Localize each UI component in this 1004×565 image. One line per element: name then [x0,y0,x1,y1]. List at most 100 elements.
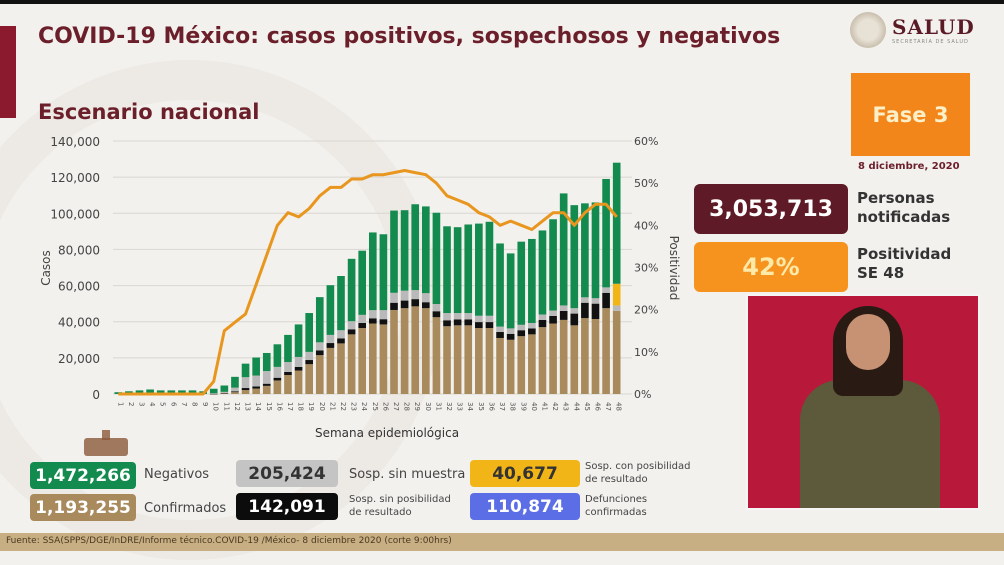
y2-tick-label: 40% [634,219,658,232]
bar-segment [209,393,218,395]
bar-segment [209,388,218,394]
x-tick-label: 45 [583,402,591,411]
bar-segment [294,370,303,394]
bar-segment [475,315,483,323]
legend-value-box: 1,193,255 [30,494,136,521]
bar-segment [400,290,409,301]
bar-segment [390,309,398,394]
x-tick-label: 7 [180,402,188,406]
bar-segment [220,393,229,394]
bar-segment [220,385,229,392]
legend-value-box: 1,472,266 [30,462,136,489]
bar-segment [559,305,568,311]
bar-segment [294,324,303,357]
bar-segment [315,355,324,394]
bar-segment [411,290,420,300]
x-tick-label: 46 [593,402,601,411]
bar-segment [315,342,324,351]
bar-segment [517,324,526,331]
bar-segment [453,319,462,326]
bar-segment [485,221,494,316]
legend-label: Sosp. sin muestra [349,467,466,482]
bar-segment [379,234,388,311]
interpreter-body [800,380,940,508]
notified-count: 3,053,713 [694,184,848,234]
bar-segment [422,302,430,309]
bar-segment [379,324,388,394]
x-tick-label: 42 [551,402,559,411]
y-tick-label: 0 [92,388,100,402]
y2-tick-label: 0% [634,388,651,401]
bar-segment [612,310,621,394]
bar-segment [305,360,313,365]
x-tick-label: 28 [403,402,411,411]
x-tick-label: 1 [116,402,124,406]
bar-segment [379,310,388,320]
bar-segment [496,326,504,333]
x-tick-label: 25 [371,402,379,411]
legend-label: Confirmados [144,501,227,516]
bar-segment [284,375,292,394]
bar-segment [559,193,568,306]
bar-segment [517,330,526,337]
positivity-label: Positividad SE 48 [857,245,951,283]
bar-segment [347,258,356,322]
bar-segment [559,310,568,320]
bar-segment [347,329,356,335]
stacked-bar-chart: 0 20,000 40,000 60,000 80,000 100,000 120,000 1… [39,135,681,440]
bar-segment [602,292,610,309]
logo-name: SALUD [892,15,975,39]
bar-segment [337,343,345,394]
x-tick-label: 12 [233,402,241,411]
x-tick-label: 26 [381,402,389,411]
bar-segment [517,336,526,394]
bar-segment [453,227,462,314]
bar-segment [443,226,451,314]
x-tick-label: 9 [201,402,209,406]
x-tick-label: 35 [477,402,485,411]
legend-value-box: 142,091 [236,493,338,520]
bar-segment [581,302,589,319]
bar-segment [432,311,441,318]
bar-segment [485,328,494,394]
bar-segment [315,350,324,356]
bar-segment [220,391,229,394]
bar-segment [262,385,271,394]
bar-segment [390,210,398,293]
bar-segment [496,337,504,394]
bar-segment [209,393,218,394]
y-tick-label: 120,000 [50,171,100,185]
bar-segment [231,387,239,392]
bar-segment [570,308,579,314]
bar-segment [368,318,377,324]
source-text: Fuente: SSA(SPPS/DGE/InDRE/Informe técni… [6,536,452,546]
bar-segment [241,377,250,389]
y-tick-label: 20,000 [58,352,100,366]
bar-segment [432,212,441,305]
bar-segment [453,325,462,394]
bar-segment [506,253,515,329]
x-tick-label: 40 [530,402,538,411]
report-date: 8 diciembre, 2020 [858,161,960,172]
bar-segment [262,383,271,386]
bar-segment [358,314,367,323]
bar-segment [443,326,451,394]
bar-segment [612,283,621,306]
x-tick-label: 48 [615,402,623,411]
bar-segment [538,327,547,394]
legend-label: Defunciones confirmadas [585,494,648,518]
bar-segment [326,347,335,394]
phase-badge: Fase 3 [851,73,970,156]
x-tick-label: 37 [498,402,506,411]
x-tick-label: 38 [509,402,517,411]
bar-segment [453,313,462,320]
bar-segment [358,250,367,315]
bar-segment [528,328,536,335]
x-tick-label: 29 [413,402,421,411]
x-axis-label: Semana epidemiológica [315,426,459,440]
x-tick-label: 14 [254,402,262,411]
bar-segment [284,334,292,363]
bar-segment [347,334,356,394]
bar-segment [422,293,430,303]
x-tick-label: 23 [350,402,358,411]
